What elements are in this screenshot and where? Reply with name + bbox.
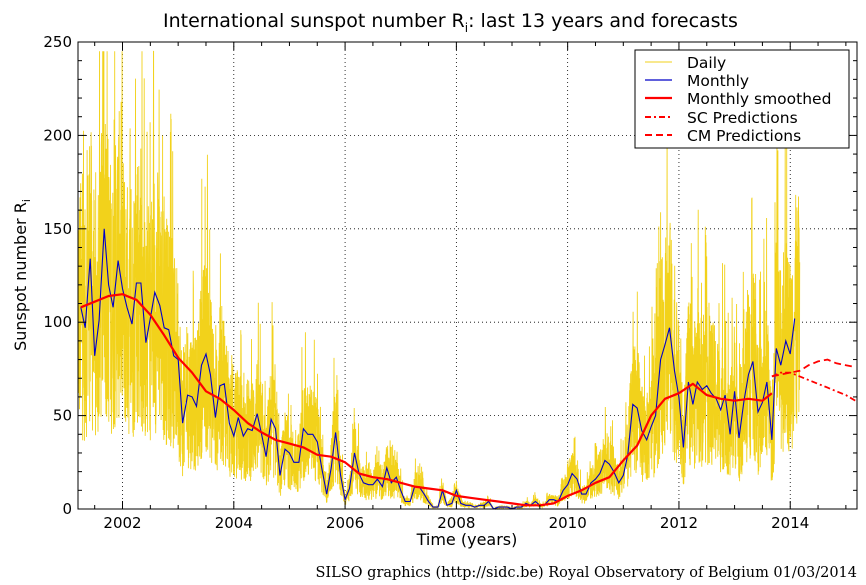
y-tick-label-50: 50 — [53, 407, 72, 425]
legend: Daily Monthly Monthly smoothed SC Predic… — [634, 49, 850, 149]
monthly-line — [80, 228, 796, 510]
prediction-series — [771, 358, 856, 402]
legend-label-smoothed: Monthly smoothed — [687, 90, 831, 108]
monthly-smoothed-series — [80, 293, 773, 507]
sc-predictions-line — [771, 371, 856, 402]
y-tick-label-200: 200 — [43, 126, 72, 144]
y-tick-label-150: 150 — [43, 220, 72, 238]
plot-frame — [77, 41, 858, 510]
chart-title: International sunspot number Ri: last 13… — [163, 10, 738, 35]
x-tick-label-2004: 2004 — [215, 514, 253, 532]
y-axis-label: Sunspot number Ri — [11, 199, 33, 351]
x-tick-label-2008: 2008 — [437, 514, 475, 532]
cm-predictions-line — [771, 358, 856, 378]
x-tick-labels: 2002 2004 2006 2008 2010 2012 2014 — [103, 514, 809, 532]
y-tick-labels: 0 50 100 150 200 250 — [43, 33, 72, 518]
y-tick-label-100: 100 — [43, 313, 72, 331]
footer-credit: SILSO graphics (http://sidc.be) Royal Ob… — [315, 565, 857, 581]
monthly-smoothed-line — [80, 293, 773, 507]
x-tick-label-2012: 2012 — [660, 514, 698, 532]
legend-label-daily: Daily — [687, 54, 726, 72]
x-tick-label-2006: 2006 — [326, 514, 364, 532]
x-axis-label: Time (years) — [416, 530, 518, 549]
y-tick-label-0: 0 — [62, 500, 72, 518]
monthly-series — [80, 228, 796, 510]
x-tick-label-2010: 2010 — [549, 514, 587, 532]
legend-label-cm: CM Predictions — [687, 127, 801, 145]
x-tick-label-2002: 2002 — [103, 514, 141, 532]
y-tick-label-250: 250 — [43, 33, 72, 51]
legend-label-monthly: Monthly — [687, 72, 749, 90]
axis-ticks — [78, 41, 857, 510]
x-tick-label-2014: 2014 — [771, 514, 809, 532]
legend-label-sc: SC Predictions — [687, 109, 798, 127]
